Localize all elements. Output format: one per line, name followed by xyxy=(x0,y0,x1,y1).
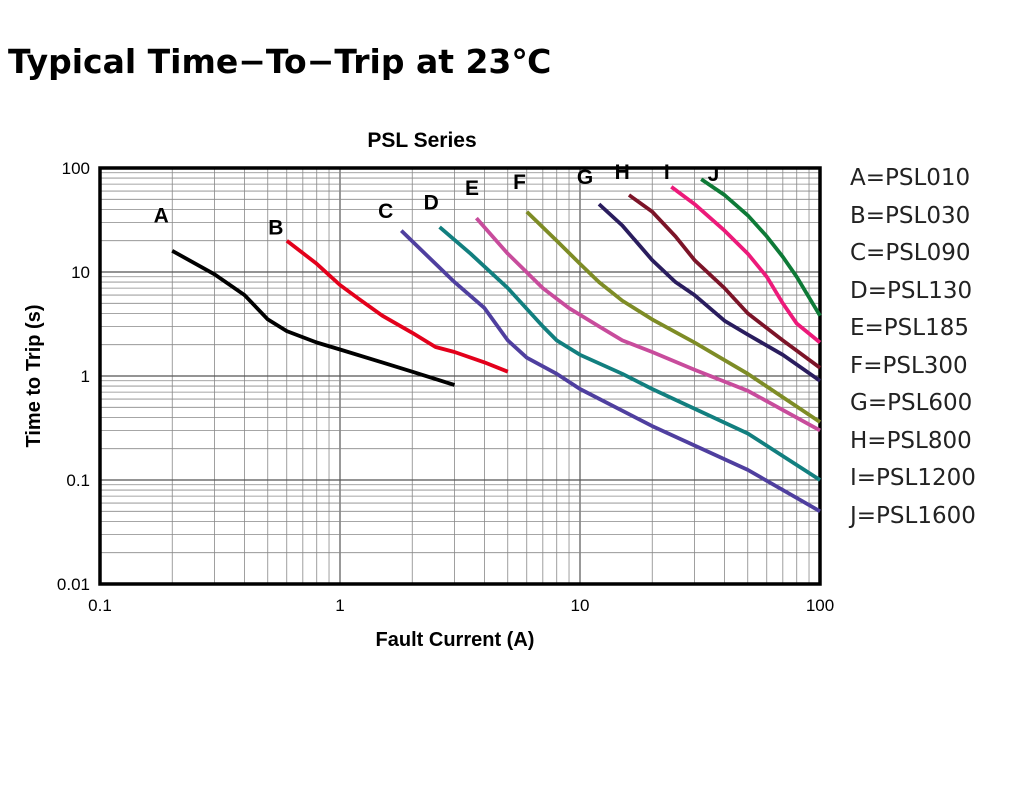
series-line-d xyxy=(438,225,822,482)
series-label-a: A xyxy=(154,204,169,227)
series-line-g xyxy=(597,202,822,383)
legend-entry: B=PSL030 xyxy=(850,202,971,229)
series-annotations: A B C D E F G H I J xyxy=(154,161,720,239)
legend-entry: E=PSL185 xyxy=(850,315,969,341)
series-line-j xyxy=(700,177,822,317)
series-label-f: F xyxy=(513,171,526,194)
series-line-i xyxy=(670,185,822,344)
series-line-f xyxy=(525,210,822,424)
series-lines xyxy=(171,177,822,513)
series-line-a xyxy=(171,249,456,387)
series-line-b xyxy=(285,239,509,374)
legend-entry: G=PSL600 xyxy=(850,390,973,416)
legend-entry: H=PSL800 xyxy=(850,427,972,454)
y-tick-label: 100 xyxy=(62,159,90,178)
x-tick-label: 100 xyxy=(806,596,834,615)
chart-title: PSL Series xyxy=(367,129,476,152)
series-label-b: B xyxy=(268,216,283,239)
series-label-e: E xyxy=(465,177,479,200)
legend-entry: J=PSL1600 xyxy=(850,502,976,529)
series-label-j: J xyxy=(708,163,720,186)
legend-entry: C=PSL090 xyxy=(850,240,971,266)
tick-labels: 0.1 1 10 100 0.01 0.1 1 10 100 xyxy=(57,159,834,615)
grid-lines xyxy=(100,168,820,584)
series-label-d: D xyxy=(424,191,439,214)
x-tick-label: 1 xyxy=(335,596,344,615)
series-label-i: I xyxy=(664,161,670,184)
series-label-g: G xyxy=(577,166,593,189)
x-axis-label: Fault Current (A) xyxy=(376,629,535,651)
series-label-c: C xyxy=(378,200,393,223)
page-title: Typical Time−To−Trip at 23℃ xyxy=(8,42,552,81)
series-label-h: H xyxy=(615,161,630,184)
x-tick-label: 0.1 xyxy=(88,596,112,615)
legend-entry: D=PSL130 xyxy=(850,277,973,304)
legend: A=PSL010 B=PSL030 C=PSL090 D=PSL130 E=PSL185… xyxy=(850,160,976,535)
y-tick-label: 10 xyxy=(71,263,90,282)
plot-frame xyxy=(98,166,822,586)
series-line-c xyxy=(399,229,821,513)
legend-entry: A=PSL010 xyxy=(850,165,971,191)
series-line-h xyxy=(627,193,822,370)
series-line-e xyxy=(474,216,821,433)
y-tick-label: 0.1 xyxy=(66,471,90,490)
x-tick-label: 10 xyxy=(571,596,590,615)
y-tick-label: 0.01 xyxy=(57,575,90,594)
legend-entry: F=PSL300 xyxy=(850,352,968,379)
y-axis-label: Time to Trip (s) xyxy=(23,305,45,448)
legend-entry: I=PSL1200 xyxy=(850,465,976,491)
y-tick-label: 1 xyxy=(81,367,90,386)
